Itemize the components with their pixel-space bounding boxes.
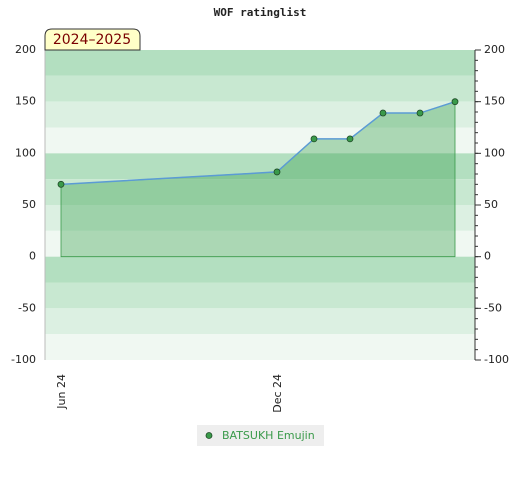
y2-tick-label: 50 <box>484 198 498 211</box>
band <box>45 127 475 154</box>
marker <box>57 180 65 188</box>
legend-label: BATSUKH Emujin <box>222 429 315 442</box>
band <box>45 230 475 257</box>
y-tick-label: 150 <box>15 95 36 108</box>
marker <box>379 109 387 117</box>
legend-marker <box>205 432 213 439</box>
marker <box>451 98 459 106</box>
y2-tick-label: 100 <box>484 146 505 159</box>
y-tick-label: 0 <box>29 250 36 263</box>
band <box>45 179 475 205</box>
marker <box>346 135 354 143</box>
band <box>45 75 475 102</box>
band <box>45 50 475 76</box>
band <box>45 282 475 309</box>
y-tick-label: 50 <box>22 198 36 211</box>
y-tick-label: -100 <box>11 353 36 366</box>
badge: 2024–2025 <box>53 32 131 48</box>
band <box>45 308 475 335</box>
y-tick-label: -50 <box>18 301 36 314</box>
marker <box>416 109 424 117</box>
y2-tick-label: 150 <box>484 95 505 108</box>
y-tick-label: 100 <box>15 146 36 159</box>
y2-tick-label: -100 <box>484 353 509 366</box>
legend-box <box>197 425 324 446</box>
band <box>45 256 475 283</box>
x-tick-label: Dec 24 <box>271 374 284 413</box>
band <box>45 334 475 360</box>
chart-title: WOF ratinglist <box>214 6 307 19</box>
marker <box>310 135 318 143</box>
legend: BATSUKH Emujin <box>197 425 324 446</box>
marker <box>273 168 281 176</box>
y2-tick-label: 0 <box>484 250 491 263</box>
band <box>45 101 475 128</box>
x-tick-label: Jun 24 <box>55 374 68 410</box>
y-tick-label: 200 <box>15 43 36 56</box>
band <box>45 205 475 231</box>
badge-box <box>44 28 141 51</box>
band <box>45 153 475 180</box>
y2-tick-label: 200 <box>484 43 505 56</box>
y2-tick-label: -50 <box>484 301 502 314</box>
